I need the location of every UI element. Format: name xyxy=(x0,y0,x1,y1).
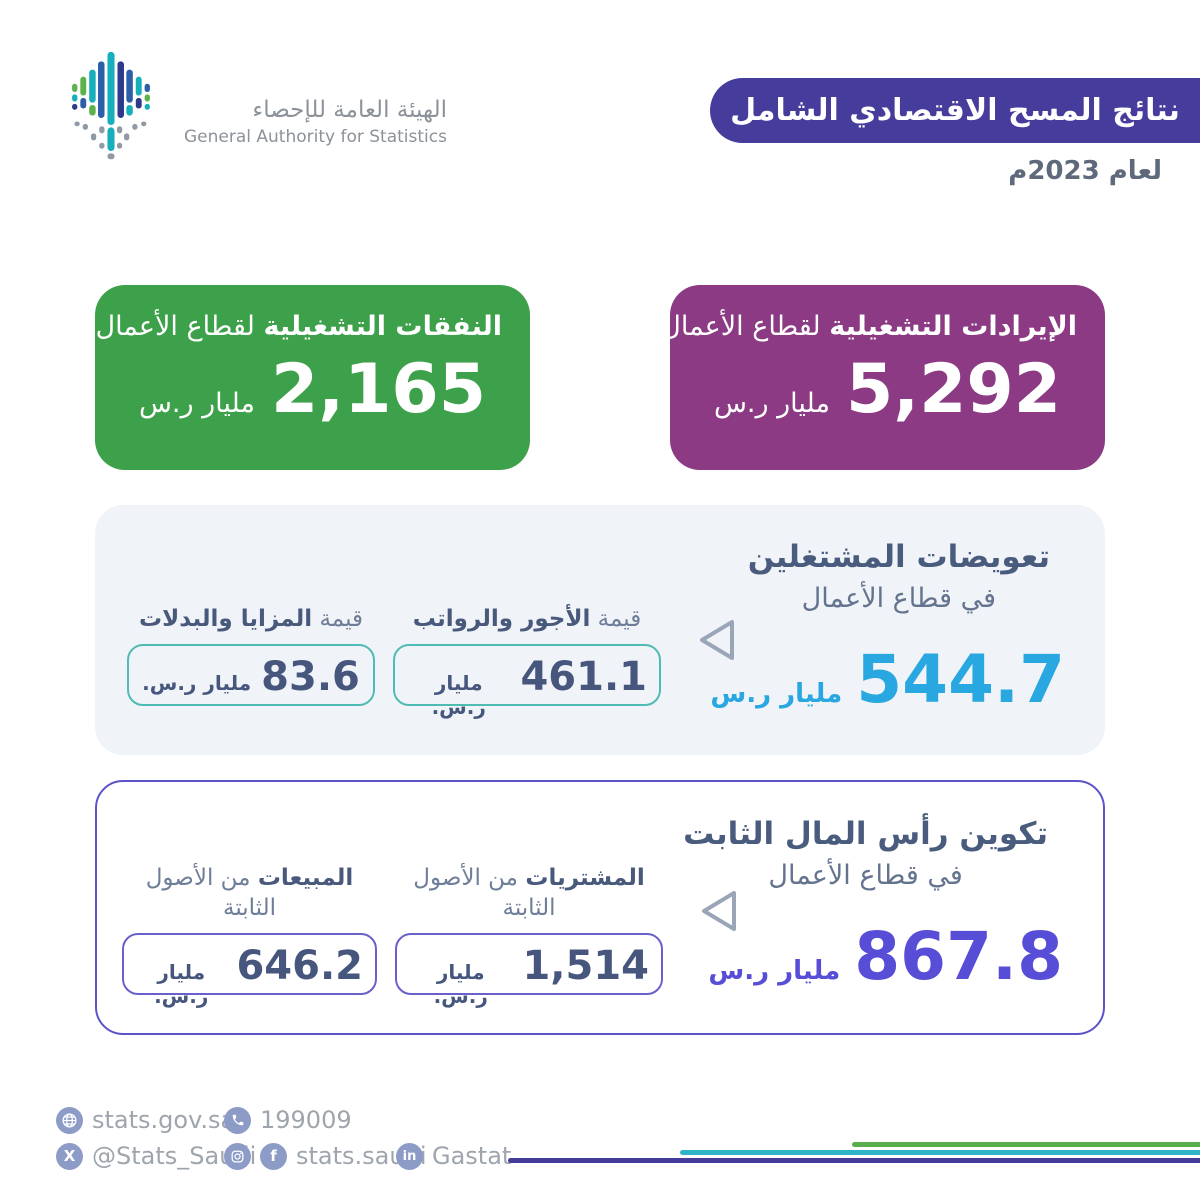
sales-label-light: من الأصول الثابتة xyxy=(145,865,277,921)
green-line xyxy=(852,1142,1200,1147)
kpi-expenditures-title: النفقات التشغيلية لقطاع الأعمال xyxy=(95,311,502,342)
phone-contact[interactable]: 199009 xyxy=(224,1106,352,1134)
purchases-label-bold: المشتريات xyxy=(525,865,645,891)
wages-label-light: قيمة xyxy=(597,606,642,632)
logo-english-name: General Authority for Statistics xyxy=(184,127,447,147)
capital-value-row: 867.8 مليار ر.س xyxy=(708,924,1063,990)
kpi-revenues-title-rest: لقطاع الأعمال xyxy=(661,311,821,342)
benefits-label-light: قيمة xyxy=(319,606,364,632)
phone-icon xyxy=(224,1106,251,1134)
kpi-revenues-value-row: 5,292 مليار ر.س xyxy=(698,356,1077,424)
benefits-allowances-unit: مليار ر.س. xyxy=(142,670,252,695)
sales-label-bold: المبيعات xyxy=(257,865,354,891)
asset-purchases-label: المشتريات من الأصول الثابتة xyxy=(395,864,663,924)
left-triangle-icon xyxy=(700,620,734,660)
kpi-expenditures-value: 2,165 xyxy=(270,350,487,429)
teal-line xyxy=(680,1150,1200,1155)
website-link[interactable]: stats.gov.sa xyxy=(56,1106,235,1134)
compensation-value: 544.7 xyxy=(856,641,1065,718)
compensation-value-row: 544.7 مليار ر.س xyxy=(710,647,1065,713)
purple-line xyxy=(508,1158,1200,1163)
benefits-allowances-box: 83.6 مليار ر.س. xyxy=(127,643,375,706)
x-twitter-link[interactable]: X @Stats_Saudi xyxy=(56,1142,256,1170)
instagram-facebook-link[interactable]: f stats.saudi xyxy=(224,1142,427,1170)
compensation-title: تعويضات المشتغلين في قطاع الأعمال xyxy=(748,537,1050,618)
linkedin-icon: in xyxy=(396,1142,423,1170)
kpi-card-operating-revenues: الإيرادات التشغيلية لقطاع الأعمال 5,292 … xyxy=(661,285,1105,470)
capital-value: 867.8 xyxy=(854,918,1063,995)
purchases-label-light: من الأصول الثابتة xyxy=(413,865,556,921)
phone-text: 199009 xyxy=(260,1106,352,1134)
panel-employee-compensation: تعويضات المشتغلين في قطاع الأعمال 544.7 … xyxy=(95,505,1105,755)
logo-arabic-name: الهيئة العامة للإحصاء xyxy=(252,97,447,123)
kpi-revenues-value: 5,292 xyxy=(845,350,1062,429)
compensation-title-line2: في قطاع الأعمال xyxy=(801,582,997,614)
year-label: لعام 2023م xyxy=(1008,156,1162,186)
logo-wordmark: الهيئة العامة للإحصاء General Authority … xyxy=(184,97,447,147)
contact-row-2: X @Stats_Saudi f stats.saudi in Gastat xyxy=(56,1142,511,1170)
facebook-icon: f xyxy=(260,1142,287,1170)
wages-salaries-item: قيمة الأجور والرواتب 461.1 مليار ر.س. xyxy=(393,605,661,719)
asset-purchases-box: 1,514 مليار ر.س. xyxy=(395,932,663,1008)
x-twitter-icon: X xyxy=(56,1142,83,1170)
kpi-expenditures-title-bold: النفقات التشغيلية xyxy=(263,311,502,342)
asset-sales-value: 646.2 xyxy=(236,942,363,989)
benefits-allowances-item: قيمة المزايا والبدلات 83.6 مليار ر.س. xyxy=(127,605,375,706)
asset-sales-label: المبيعات من الأصول الثابتة xyxy=(122,864,377,924)
kpi-revenues-unit: مليار ر.س xyxy=(713,388,830,419)
wages-label-bold: الأجور والرواتب xyxy=(412,606,591,632)
asset-sales-box: 646.2 مليار ر.س. xyxy=(122,932,377,1008)
globe-icon xyxy=(56,1106,83,1134)
kpi-revenues-title: الإيرادات التشغيلية لقطاع الأعمال xyxy=(661,311,1077,342)
gastat-logo: الهيئة العامة للإحصاء General Authority … xyxy=(52,46,447,164)
asset-sales-item: المبيعات من الأصول الثابتة 646.2 مليار ر… xyxy=(122,864,377,1008)
capital-title-line2: في قطاع الأعمال xyxy=(768,859,963,891)
capital-title-line1: تكوين رأس المال الثابت xyxy=(683,816,1048,852)
benefits-label-bold: المزايا والبدلات xyxy=(138,606,313,632)
benefits-allowances-value: 83.6 xyxy=(261,653,360,700)
contact-row-1: stats.gov.sa 199009 xyxy=(56,1106,511,1134)
website-text: stats.gov.sa xyxy=(92,1106,236,1134)
title-banner: نتائج المسح الاقتصادي الشامل xyxy=(710,78,1200,143)
benefits-allowances-label: قيمة المزايا والبدلات xyxy=(127,605,375,635)
asset-purchases-unit: مليار ر.س. xyxy=(433,959,488,1008)
compensation-unit: مليار ر.س xyxy=(710,679,843,709)
kpi-expenditures-unit: مليار ر.س xyxy=(138,388,255,419)
banner-title: نتائج المسح الاقتصادي الشامل xyxy=(730,93,1180,128)
wages-salaries-unit: مليار ر.س. xyxy=(431,670,486,719)
capital-title: تكوين رأس المال الثابت في قطاع الأعمال xyxy=(683,814,1048,895)
kpi-revenues-title-bold: الإيرادات التشغيلية xyxy=(829,311,1077,342)
left-triangle-icon xyxy=(702,891,736,931)
compensation-title-line1: تعويضات المشتغلين xyxy=(747,539,1050,575)
instagram-icon xyxy=(224,1142,251,1170)
linkedin-text: Gastat xyxy=(432,1142,512,1170)
gastat-logo-mark-icon xyxy=(72,51,150,160)
asset-sales-unit: مليار ر.س. xyxy=(154,959,209,1008)
panel-fixed-capital-formation: تكوين رأس المال الثابت في قطاع الأعمال 8… xyxy=(95,780,1105,1035)
wages-salaries-box: 461.1 مليار ر.س. xyxy=(393,643,661,719)
asset-purchases-value: 1,514 xyxy=(522,942,649,989)
wages-salaries-value: 461.1 xyxy=(520,653,647,700)
linkedin-link[interactable]: in Gastat xyxy=(396,1142,511,1170)
wages-salaries-label: قيمة الأجور والرواتب xyxy=(393,605,661,635)
capital-unit: مليار ر.س xyxy=(708,956,841,986)
kpi-expenditures-value-row: 2,165 مليار ر.س xyxy=(123,356,502,424)
footer-contact-block: stats.gov.sa 199009 X @Stats_Saudi xyxy=(56,1106,511,1170)
kpi-expenditures-title-rest: لقطاع الأعمال xyxy=(95,311,255,342)
kpi-card-operating-expenditures: النفقات التشغيلية لقطاع الأعمال 2,165 مل… xyxy=(95,285,530,470)
asset-purchases-item: المشتريات من الأصول الثابتة 1,514 مليار … xyxy=(395,864,663,1008)
